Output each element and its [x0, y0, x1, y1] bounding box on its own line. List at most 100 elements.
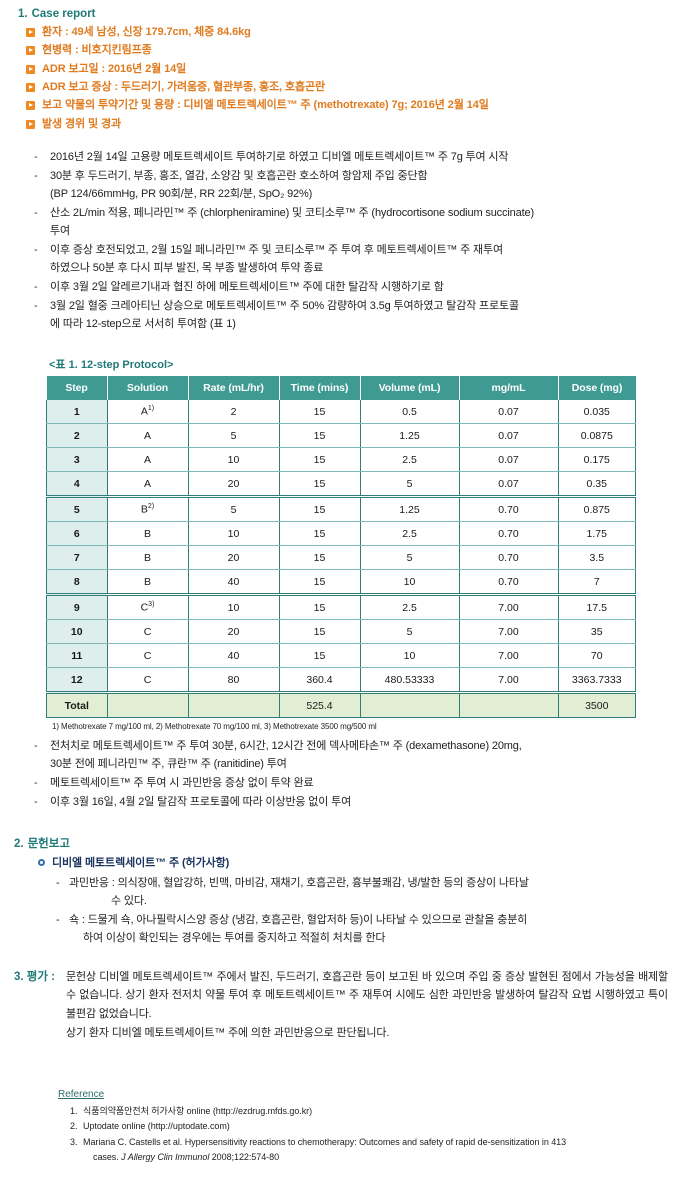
reference-number: 1. [70, 1106, 78, 1116]
footnote-marker: 3) [148, 601, 155, 609]
reference-text-cont: cases. [93, 1152, 122, 1163]
total-cell-solution [107, 692, 189, 718]
assessment-paragraph-2: 상기 환자 디비엘 메토트렉세이트™ 주에 의한 과민반응으로 판단됩니다. [66, 1026, 390, 1039]
section-number: 2. [14, 838, 24, 850]
cell-rate: 5 [188, 423, 280, 448]
total-cell-step: Total [46, 692, 108, 718]
cell-step: 2 [46, 423, 108, 448]
cell-dose: 7 [558, 569, 636, 596]
list-item: - 이후 3월 2일 알레르기내과 협진 하에 메토트렉세이트™ 주에 대한 탈… [34, 278, 659, 296]
cell-dose: 3.5 [558, 545, 636, 570]
table-body: 1 A1) 2 15 0.5 0.07 0.035 2 A 5 15 1.25 0.07 0.0875 3 A… [46, 400, 636, 718]
literature-heading-bullet: 디비엘 메토트렉세이트™ 주 (허가사항) [38, 855, 668, 873]
bullet-label: 발생 경위 및 경과 [42, 117, 122, 130]
cell-step: 3 [46, 447, 108, 472]
cell-step: 4 [46, 471, 108, 498]
blue-circle-bullet-icon [38, 859, 45, 866]
course-text: 3월 2일 혈중 크레아티닌 상승으로 메토트렉세이트™ 주 50% 감량하여 … [50, 300, 519, 313]
cell-mgml: 0.70 [459, 569, 559, 596]
cell-solution: A [107, 423, 189, 448]
dash-marker: - [34, 244, 38, 257]
reference-text: 식품의약품안전처 허가사항 online (http://ezdrug.mfds… [83, 1106, 313, 1116]
bullet-label: 보고 약물의 투약기간 및 용량 : 디비엘 메토트렉세이트™ 주 (metho… [42, 99, 489, 112]
section-heading-literature: 2. 문헌보고 [14, 836, 70, 853]
bullet-item: 현병력 : 비호지킨림프종 [26, 42, 666, 60]
literature-item-list: - 과민반응 : 의식장애, 혈압강하, 빈맥, 마비감, 재채기, 호흡곤란,… [56, 874, 668, 948]
cell-step: 1 [46, 400, 108, 424]
table-total-row: Total 525.4 3500 [46, 692, 636, 718]
cell-time: 15 [279, 594, 361, 620]
table-row: 4 A 20 15 5 0.07 0.35 [46, 471, 636, 498]
reference-text: Uptodate online (http://uptodate.com) [83, 1121, 230, 1132]
cell-step: 12 [46, 667, 108, 694]
section-assessment: 3. 평가 : 문헌상 디비엘 메토트렉세이트™ 주에서 발진, 두드러기, 호… [14, 968, 668, 1042]
cell-volume: 2.5 [360, 447, 460, 472]
cell-volume: 480.53333 [360, 667, 460, 694]
reference-block: Reference 1. 식품의약품안전처 허가사항 online (http:… [58, 1089, 658, 1166]
cell-step: 11 [46, 643, 108, 668]
literature-text: 과민반응 : 의식장애, 혈압강하, 빈맥, 마비감, 재채기, 호흡곤란, 흉… [69, 877, 529, 889]
cell-step: 6 [46, 521, 108, 546]
cell-rate: 40 [188, 569, 280, 596]
table-row: 11 C 40 15 10 7.00 70 [46, 643, 636, 668]
clinical-course-list: - 2016년 2월 14일 고용량 메토트렉세이트 투여하기로 하였고 디비엘… [34, 148, 659, 334]
reference-item: 3. Mariana C. Castells et al. Hypersensi… [58, 1135, 658, 1166]
reference-title: Reference [58, 1089, 105, 1100]
cell-time: 15 [279, 400, 361, 424]
cell-rate: 10 [188, 594, 280, 620]
cell-step: 7 [46, 545, 108, 570]
table-row: 3 A 10 15 2.5 0.07 0.175 [46, 447, 636, 472]
cell-dose: 3363.7333 [558, 667, 636, 694]
total-cell-mgml [459, 692, 559, 718]
cell-volume: 2.5 [360, 521, 460, 546]
list-item: - 과민반응 : 의식장애, 혈압강하, 빈맥, 마비감, 재채기, 호흡곤란,… [56, 874, 668, 910]
cell-dose: 0.035 [558, 400, 636, 424]
cell-mgml: 7.00 [459, 667, 559, 694]
table-row: 2 A 5 15 1.25 0.07 0.0875 [46, 423, 636, 448]
table-row: 12 C 80 360.4 480.53333 7.00 3363.7333 [46, 667, 636, 694]
cell-solution: C [107, 667, 189, 694]
post-table-list: - 전처치로 메토트렉세이트™ 주 투여 30분, 6시간, 12시간 전에 덱… [34, 737, 659, 812]
assessment-body: 문헌상 디비엘 메토트렉세이트™ 주에서 발진, 두드러기, 호흡곤란 등이 보… [66, 968, 668, 1042]
orange-arrow-bullet-icon [26, 28, 35, 37]
table-footnote: 1) Methotrexate 7 mg/100 ml, 2) Methotre… [52, 722, 377, 731]
bullet-item: ADR 보고 증상 : 두드러기, 가려움증, 혈관부종, 홍조, 호흡곤란 [26, 79, 666, 97]
cell-solution: B [107, 569, 189, 596]
cell-step: 5 [46, 496, 108, 522]
table-row: 8 B 40 15 10 0.70 7 [46, 569, 636, 596]
dash-marker: - [34, 170, 38, 183]
orange-arrow-bullet-icon [26, 119, 35, 129]
column-header-rate: Rate (mL/hr) [188, 376, 280, 400]
literature-text: 쇽 : 드물게 쇽, 아나필락시스양 증상 (냉감, 호흡곤란, 혈압저하 등)… [69, 914, 528, 927]
column-header-time: Time (mins) [279, 376, 361, 400]
cell-volume: 1.25 [360, 496, 460, 522]
cell-rate: 20 [188, 545, 280, 570]
table-header-row: Step Solution Rate (mL/hr) Time (mins) V… [46, 376, 636, 400]
cell-mgml: 7.00 [459, 594, 559, 620]
cell-volume: 2.5 [360, 594, 460, 620]
column-header-mgml: mg/mL [459, 376, 559, 400]
dash-marker: - [34, 207, 38, 220]
cell-step: 10 [46, 619, 108, 644]
list-item: - 30분 후 두드러기, 부종, 홍조, 열감, 소양감 및 호흡곤란 호소하… [34, 167, 659, 203]
course-text-cont: 에 따라 12-step으로 서서히 투여함 (표 1) [50, 318, 236, 331]
cell-solution: C [107, 643, 189, 668]
table-row: 1 A1) 2 15 0.5 0.07 0.035 [46, 400, 636, 424]
reference-item: 2. Uptodate online (http://uptodate.com) [58, 1119, 658, 1134]
course-text: 이후 증상 호전되었고, 2월 15일 페니라민™ 주 및 코티소루™ 주 투여… [50, 244, 503, 257]
bullet-item: 환자 : 49세 남성, 신장 179.7cm, 체중 84.6kg [26, 24, 666, 42]
cell-step: 8 [46, 569, 108, 596]
cell-solution: B2) [107, 496, 189, 522]
bullet-label: 환자 : 49세 남성, 신장 179.7cm, 체중 84.6kg [42, 26, 251, 38]
cell-volume: 5 [360, 471, 460, 498]
list-item: - 메토트렉세이트™ 주 투여 시 과민반응 증상 없이 투약 완료 [34, 774, 659, 792]
cell-rate: 2 [188, 400, 280, 424]
cell-mgml: 0.70 [459, 521, 559, 546]
bullet-label: 현병력 : 비호지킨림프종 [42, 44, 152, 57]
cell-mgml: 0.07 [459, 423, 559, 448]
cell-dose: 0.35 [558, 471, 636, 498]
cell-mgml: 0.07 [459, 471, 559, 498]
post-text: 전처치로 메토트렉세이트™ 주 투여 30분, 6시간, 12시간 전에 덱사메… [50, 740, 522, 752]
cell-dose: 17.5 [558, 594, 636, 620]
assessment-paragraph-1: 문헌상 디비엘 메토트렉세이트™ 주에서 발진, 두드러기, 호흡곤란 등이 보… [66, 971, 668, 1020]
